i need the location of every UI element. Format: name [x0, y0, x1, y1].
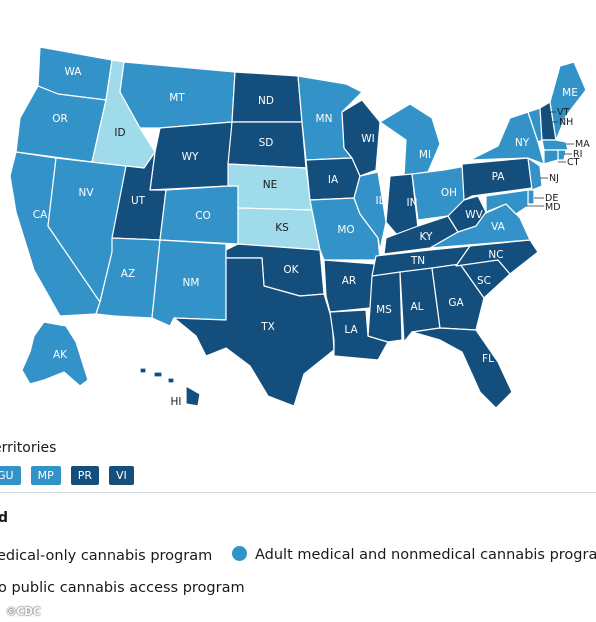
label-LA: LA: [344, 324, 358, 336]
state-AK[interactable]: [21, 321, 89, 387]
label-TX: TX: [260, 321, 275, 333]
legend-title: nd: [0, 510, 8, 526]
label-TN: TN: [410, 255, 425, 267]
state-NJ[interactable]: [527, 157, 543, 191]
label-MI: MI: [419, 149, 431, 161]
label-IN: IN: [407, 197, 418, 209]
label-IL: IL: [376, 195, 385, 207]
label-WV: WV: [465, 209, 483, 221]
state-CT[interactable]: [543, 149, 559, 165]
label-GA: GA: [448, 297, 464, 309]
us-map-svg: WA OR CA NV ID MT WY UT AZ CO NM ND SD N…: [9, 46, 590, 409]
label-NC: NC: [488, 249, 503, 261]
state-IL[interactable]: [353, 171, 387, 251]
label-CA: CA: [33, 209, 48, 221]
label-NY: NY: [515, 137, 530, 149]
label-AL: AL: [410, 301, 423, 313]
label-MD: MD: [545, 202, 561, 213]
label-SD: SD: [259, 137, 274, 149]
state-ME[interactable]: [549, 61, 587, 141]
label-ID: ID: [114, 127, 125, 139]
legend-item-medical-only: edical-only cannabis program: [0, 548, 212, 564]
label-MS: MS: [376, 304, 392, 316]
label-AR: AR: [342, 275, 356, 287]
state-HI[interactable]: [139, 367, 201, 407]
label-OH: OH: [441, 187, 457, 199]
state-DE[interactable]: [527, 189, 535, 205]
label-AK: AK: [53, 349, 68, 361]
state-LA[interactable]: [329, 309, 389, 361]
territory-chip-pr[interactable]: PR: [70, 466, 99, 485]
image-credit: ©CDC: [6, 606, 41, 618]
label-OR: OR: [52, 113, 68, 125]
label-KY: KY: [420, 231, 434, 243]
label-WY: WY: [182, 151, 199, 163]
label-NJ: NJ: [549, 173, 559, 184]
label-MO: MO: [337, 224, 354, 236]
state-MA[interactable]: [541, 139, 569, 151]
label-NM: NM: [183, 277, 200, 289]
label-CT: CT: [567, 157, 580, 168]
state-MD[interactable]: [485, 189, 529, 215]
label-NH: NH: [559, 117, 573, 128]
label-RI: RI: [573, 149, 582, 160]
state-MI[interactable]: [379, 103, 441, 177]
legend: nd edical-only cannabis program Adult me…: [0, 510, 596, 596]
label-WI: WI: [361, 133, 374, 145]
label-MN: MN: [316, 113, 333, 125]
label-KS: KS: [275, 222, 289, 234]
label-UT: UT: [131, 195, 146, 207]
label-MA: MA: [575, 139, 590, 150]
label-FL: FL: [482, 353, 494, 365]
legend-label-adult: Adult medical and nonmedical cannabis pr…: [255, 547, 596, 563]
territory-chips: GU MP PR VI: [0, 466, 596, 485]
label-VT: VT: [557, 107, 569, 118]
label-IA: IA: [328, 174, 339, 186]
label-ND: ND: [258, 95, 274, 107]
state-TX[interactable]: [173, 257, 335, 407]
state-AR[interactable]: [323, 259, 377, 313]
label-CO: CO: [195, 210, 211, 222]
legend-dot-adult: [232, 546, 247, 561]
label-PA: PA: [492, 171, 506, 183]
label-NE: NE: [263, 179, 278, 191]
label-VA: VA: [491, 221, 506, 233]
label-HI: HI: [171, 396, 182, 408]
legend-label-none: o public cannabis access program: [0, 580, 245, 596]
legend-item-none: o public cannabis access program: [0, 580, 245, 596]
state-WI[interactable]: [341, 99, 381, 177]
territories-section: erritories GU MP PR VI: [0, 440, 596, 485]
territory-chip-mp[interactable]: MP: [30, 466, 61, 485]
label-SC: SC: [477, 275, 491, 287]
label-MT: MT: [169, 92, 185, 104]
territories-title: erritories: [0, 440, 57, 456]
state-PA[interactable]: [461, 157, 533, 201]
territory-chip-vi[interactable]: VI: [108, 466, 134, 485]
state-FL[interactable]: [411, 327, 513, 409]
state-NC[interactable]: [455, 239, 539, 275]
label-WA: WA: [65, 66, 83, 78]
label-AZ: AZ: [121, 268, 135, 280]
label-OK: OK: [283, 264, 299, 276]
territory-chip-gu[interactable]: GU: [0, 466, 21, 485]
label-DE: DE: [545, 193, 558, 204]
state-RI[interactable]: [557, 149, 567, 161]
legend-item-adult: Adult medical and nonmedical cannabis pr…: [232, 546, 596, 563]
legend-label-medical-only: edical-only cannabis program: [0, 548, 213, 564]
label-ME: ME: [562, 87, 578, 99]
us-map: WA OR CA NV ID MT WY UT AZ CO NM ND SD N…: [9, 46, 590, 409]
section-divider: [0, 492, 596, 493]
label-NV: NV: [78, 187, 94, 199]
